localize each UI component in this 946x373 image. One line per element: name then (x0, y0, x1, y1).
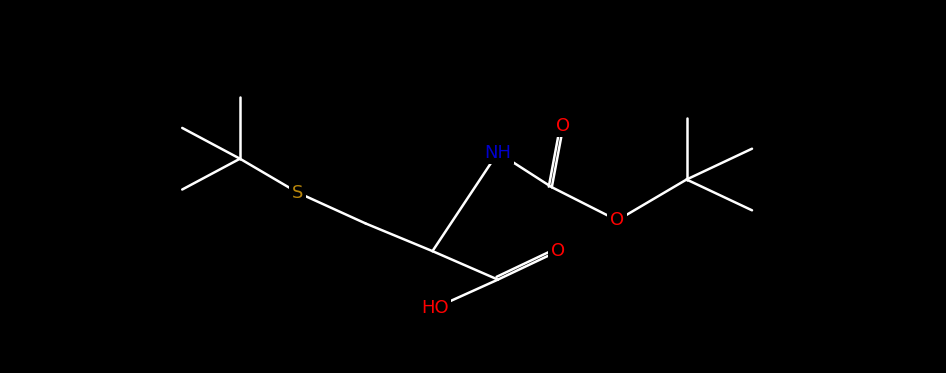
Text: O: O (610, 211, 624, 229)
Text: S: S (292, 184, 304, 201)
Text: O: O (556, 117, 570, 135)
Text: O: O (551, 242, 565, 260)
Text: NH: NH (484, 144, 512, 162)
Text: HO: HO (421, 299, 448, 317)
